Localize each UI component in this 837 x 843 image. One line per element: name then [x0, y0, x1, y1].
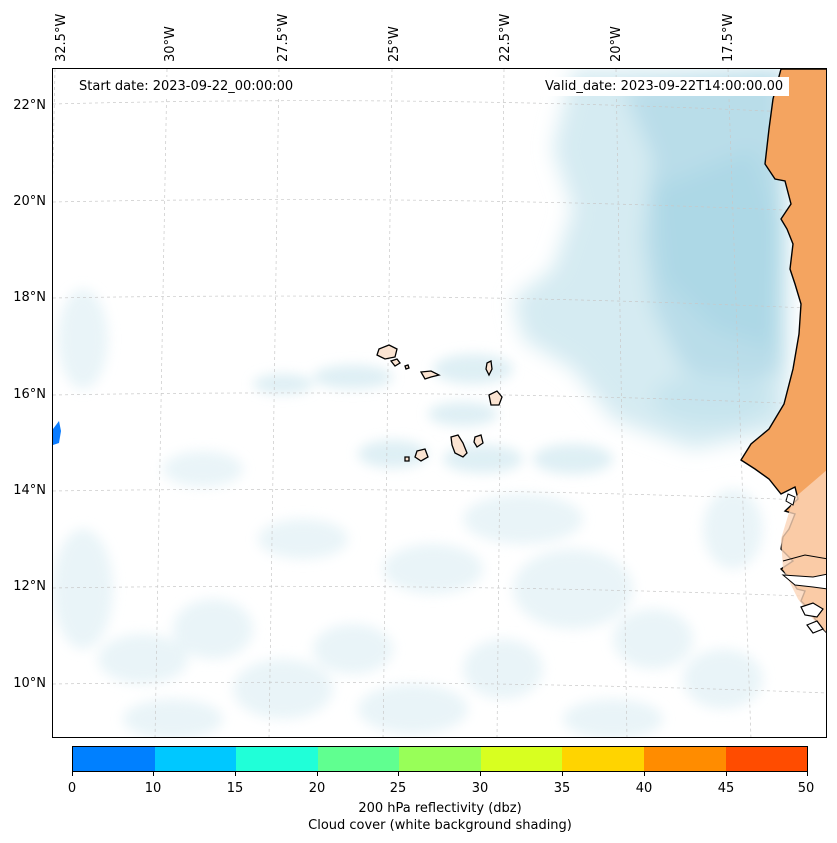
valid-date-label: Valid_date: 2023-09-22T14:00:00.00: [539, 77, 790, 96]
lon-label-22-5w: 22.5°W: [498, 13, 513, 62]
map-canvas: [53, 69, 826, 737]
colorbar-segment-15-20: [236, 747, 318, 771]
lon-label-32-5w: 32.5°W: [54, 13, 69, 62]
cloud-cover-faint: [53, 289, 763, 737]
colorbar-tick: [398, 772, 399, 776]
mainland-africa: [740, 69, 826, 634]
colorbar-tick-label: 25: [389, 781, 407, 796]
colorbar-tick: [480, 772, 481, 776]
colorbar-tick: [644, 772, 645, 776]
colorbar-tick-label: 0: [67, 781, 77, 796]
colorbar-segment-20-25: [317, 747, 400, 771]
colorbar-segment-10-15: [154, 747, 237, 771]
lat-label-22n: 22°N: [13, 98, 46, 113]
lat-label-18n: 18°N: [13, 290, 46, 305]
map-panel: Start date: 2023-09-22_00:00:00 Valid_da…: [52, 68, 827, 738]
lat-label-10n: 10°N: [13, 676, 46, 691]
colorbar-tick: [153, 772, 154, 776]
colorbar-title: 200 hPa reflectivity (dbz): [358, 801, 522, 816]
lon-label-25w: 25°W: [387, 26, 402, 62]
cloud-cover-main: [513, 69, 788, 449]
island-fogo: [414, 448, 429, 462]
colorbar-segment-30-35: [480, 747, 563, 771]
colorbar-tick: [562, 772, 563, 776]
colorbar-tick-label: 40: [635, 781, 653, 796]
colorbar-tick-label: 30: [471, 781, 489, 796]
island-santiago: [450, 434, 468, 458]
island-boa-vista: [488, 390, 503, 406]
island-sal: [485, 360, 493, 377]
colorbar-tick: [317, 772, 318, 776]
colorbar-tick: [72, 772, 73, 776]
colorbar-tick-label: 10: [144, 781, 162, 796]
reflectivity-colorbar: [72, 746, 808, 772]
island-santa-luzia: [404, 364, 410, 370]
colorbar-tick-label: 15: [226, 781, 244, 796]
colorbar-segment-0-10: [73, 747, 155, 771]
island-sao-nicolau: [419, 370, 441, 380]
island-sao-vicente: [389, 358, 401, 367]
island-maio: [473, 434, 484, 448]
colorbar-subtitle: Cloud cover (white background shading): [308, 818, 572, 833]
island-brava: [404, 456, 410, 462]
lon-label-30w: 30°W: [163, 26, 178, 62]
lat-label-14n: 14°N: [13, 483, 46, 498]
lat-label-20n: 20°N: [13, 194, 46, 209]
colorbar-segment-35-40: [562, 747, 644, 771]
colorbar-tick-label: 20: [308, 781, 326, 796]
island-santo-antao: [376, 344, 398, 360]
colorbar-tick: [726, 772, 727, 776]
cloud-cover-islands: [253, 354, 613, 474]
colorbar-segment-40-45: [643, 747, 726, 771]
reflectivity-cell: [53, 421, 61, 445]
start-date-label: Start date: 2023-09-22_00:00:00: [73, 77, 300, 96]
colorbar-tick: [235, 772, 236, 776]
colorbar-tick: [807, 772, 808, 776]
lon-label-17-5w: 17.5°W: [721, 13, 736, 62]
colorbar-tick-label: 50: [797, 781, 815, 796]
lat-label-16n: 16°N: [13, 387, 46, 402]
colorbar-segment-25-30: [399, 747, 481, 771]
lat-label-12n: 12°N: [13, 579, 46, 594]
lon-label-27-5w: 27.5°W: [276, 13, 291, 62]
gridlines: [53, 69, 826, 737]
colorbar-segment-45-50: [725, 747, 808, 771]
lon-label-20w: 20°W: [609, 26, 624, 62]
cape-verde-islands: [376, 344, 503, 462]
colorbar-tick-label: 45: [717, 781, 735, 796]
colorbar-tick-label: 35: [553, 781, 571, 796]
